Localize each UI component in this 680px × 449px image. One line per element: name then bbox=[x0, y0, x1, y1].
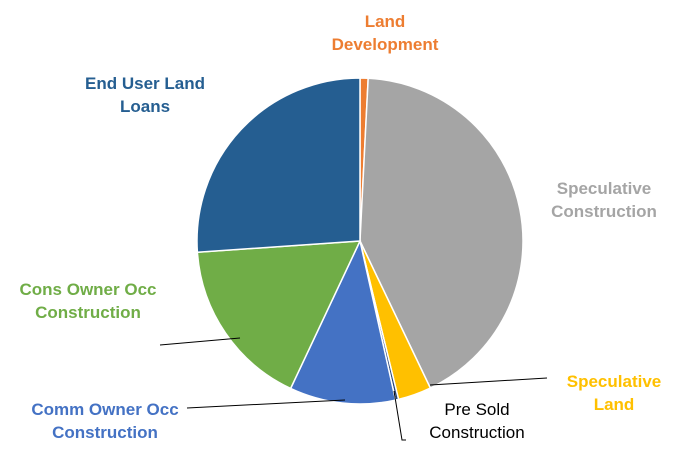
category-label: Speculative Land bbox=[566, 372, 662, 414]
category-label: End User Land Loans bbox=[85, 74, 205, 116]
pie-slice bbox=[196, 77, 361, 254]
category-label: Land Development bbox=[331, 12, 439, 54]
leader-line bbox=[159, 337, 241, 346]
category-label: Comm Owner Occ Construction bbox=[31, 400, 179, 442]
category-label: Cons Owner Occ Construction bbox=[19, 280, 157, 322]
pie-slice bbox=[359, 77, 524, 390]
category-label: Pre Sold Construction bbox=[429, 400, 525, 442]
leader-line bbox=[186, 399, 346, 409]
slices bbox=[196, 77, 524, 405]
pie-slice bbox=[289, 238, 397, 405]
leader-line bbox=[429, 377, 548, 386]
leader-line bbox=[393, 390, 406, 441]
pie-slice bbox=[196, 240, 362, 390]
category-label: Speculative Construction bbox=[551, 179, 657, 221]
